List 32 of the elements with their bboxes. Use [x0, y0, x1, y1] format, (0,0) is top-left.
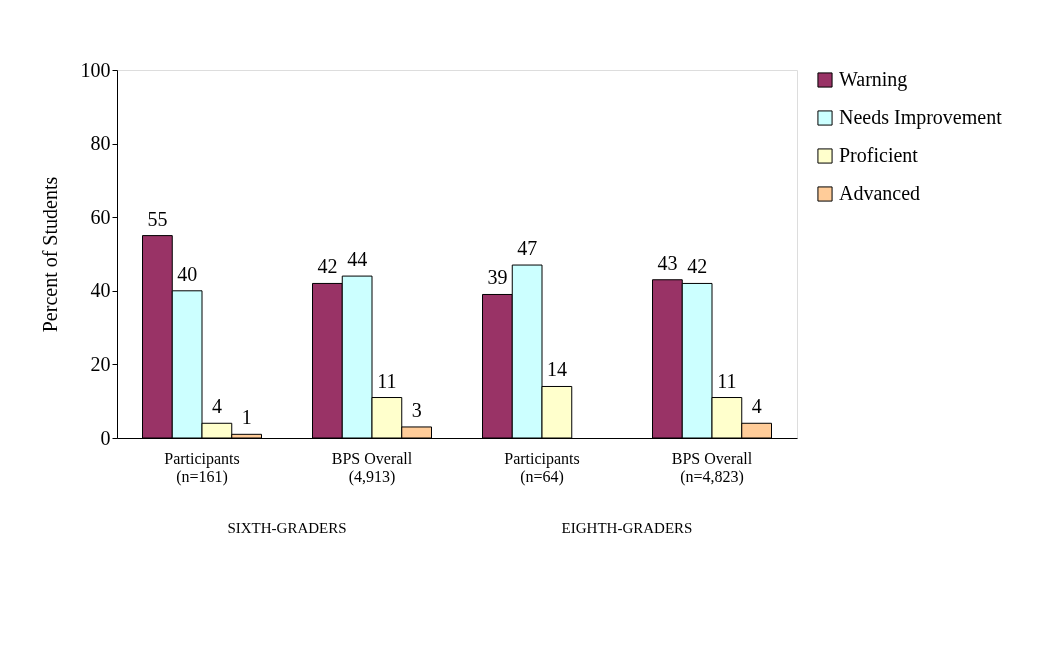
y-tick-label: 80: [90, 132, 111, 155]
x-tick-label: Participants (n=64): [504, 449, 580, 486]
data-label: 4: [751, 395, 762, 418]
data-label: 1: [241, 406, 252, 429]
legend-label: Proficient: [839, 144, 919, 166]
text: SIXTH-GRADERS: [227, 520, 347, 536]
data-label: 40: [177, 262, 198, 285]
y-axis-title: Percent of Students: [38, 176, 61, 333]
legend-label: Warning: [839, 68, 908, 91]
data-label: 11: [377, 369, 397, 392]
y-tick-label: 0: [100, 426, 111, 449]
data-label: 3: [411, 398, 422, 421]
y-tick-label: 40: [90, 279, 111, 302]
data-label: 42: [317, 255, 338, 278]
data-label: 43: [657, 251, 678, 274]
data-label: 39: [487, 266, 508, 289]
legend-label: Advanced: [839, 182, 921, 204]
y-tick-label: 20: [90, 352, 111, 375]
data-label: 11: [717, 369, 737, 392]
text: EIGHTH-GRADERS: [561, 520, 693, 536]
data-label: 55: [147, 207, 168, 230]
data-label: 44: [347, 248, 368, 271]
x-tick-label: Participants (n=161): [164, 449, 240, 486]
data-label: 4: [211, 395, 222, 418]
data-label: 42: [687, 255, 708, 278]
x-tick-label: BPS Overall (4,913): [331, 449, 413, 486]
x-tick-label: BPS Overall (n=4,823): [671, 449, 753, 486]
legend-label: Needs Improvement: [839, 106, 1003, 129]
y-tick-label: 60: [90, 205, 111, 228]
y-tick-label: 100: [80, 58, 111, 81]
data-label: 47: [517, 237, 538, 260]
data-label: 14: [546, 358, 567, 381]
